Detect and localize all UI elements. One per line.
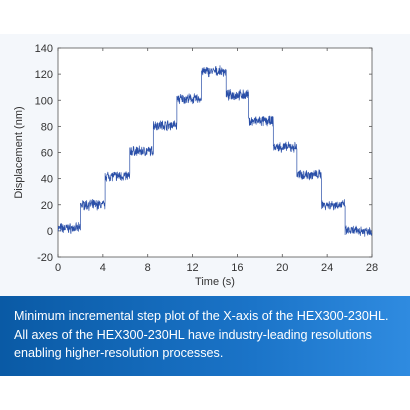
figure-caption: Minimum incremental step plot of the X-a… bbox=[0, 296, 410, 376]
y-tick-label: 0 bbox=[47, 226, 53, 238]
y-tick-label: 60 bbox=[41, 148, 53, 160]
x-tick-label: 0 bbox=[55, 262, 61, 274]
x-tick-label: 28 bbox=[366, 262, 378, 274]
y-axis-label: Displacement (nm) bbox=[13, 106, 25, 198]
plot-panel: 0 4 8 12 16 20 24 28 -20 0 20 40 60 80 100 120 140 Time … bbox=[0, 34, 410, 296]
y-tick-label: -20 bbox=[37, 252, 53, 264]
series-line-0 bbox=[57, 65, 373, 237]
y-tick-label: 100 bbox=[35, 95, 53, 107]
figure-card: 0 4 8 12 16 20 24 28 -20 0 20 40 60 80 100 120 140 Time … bbox=[0, 34, 410, 376]
y-tick-label: 120 bbox=[35, 69, 53, 81]
y-tick-label: 20 bbox=[41, 200, 53, 212]
x-tick-label: 4 bbox=[100, 262, 106, 274]
x-tick-label: 16 bbox=[231, 262, 243, 274]
y-tick-label: 140 bbox=[35, 43, 53, 55]
y-tick-label: 40 bbox=[41, 174, 53, 186]
x-tick-label: 20 bbox=[276, 262, 288, 274]
y-tick-label: 80 bbox=[41, 121, 53, 133]
x-tick-label: 24 bbox=[321, 262, 333, 274]
plot-frame bbox=[57, 47, 373, 258]
x-tick-label: 8 bbox=[145, 262, 151, 274]
caption-text: Minimum incremental step plot of the X-a… bbox=[14, 309, 389, 360]
x-tick-label: 12 bbox=[186, 262, 198, 274]
x-axis-label: Time (s) bbox=[195, 276, 235, 288]
